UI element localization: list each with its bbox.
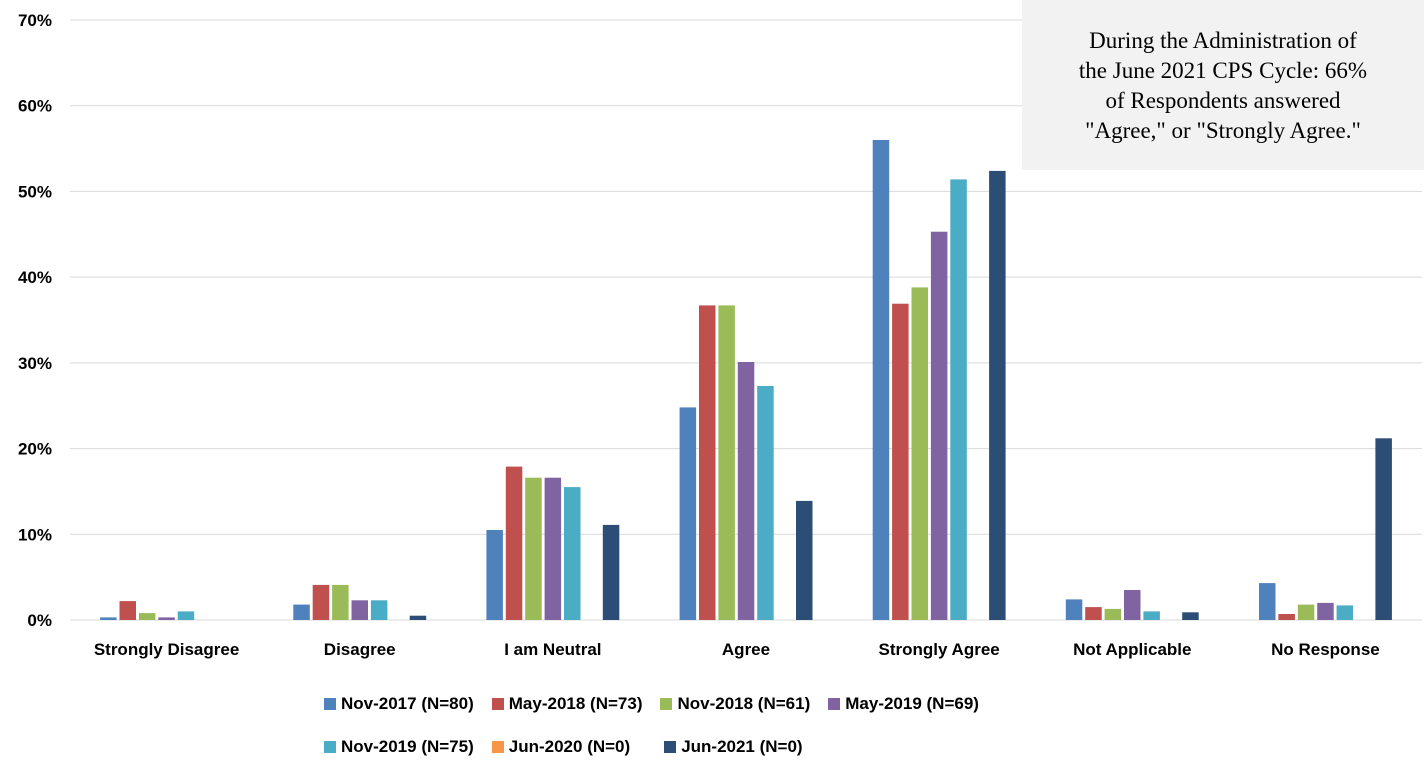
annotation-line: During the Administration of bbox=[1089, 28, 1357, 53]
bar bbox=[544, 477, 562, 620]
bar bbox=[100, 617, 117, 620]
bar bbox=[351, 600, 368, 620]
legend-item: May-2018 (N=73) bbox=[491, 694, 643, 714]
x-category-label: Not Applicable bbox=[1073, 640, 1191, 659]
bar bbox=[1143, 611, 1160, 620]
bar bbox=[679, 407, 697, 620]
legend-swatch bbox=[324, 698, 336, 710]
bar bbox=[332, 584, 349, 620]
y-tick-label: 70% bbox=[18, 11, 52, 30]
bar bbox=[950, 179, 967, 620]
bar bbox=[1104, 608, 1122, 620]
bar bbox=[138, 613, 156, 620]
annotation-box: During the Administration of the June 20… bbox=[1022, 0, 1424, 170]
bar bbox=[796, 500, 813, 620]
legend-item: Nov-2017 (N=80) bbox=[324, 694, 474, 714]
legend-item: Jun-2020 (N=0) bbox=[491, 737, 631, 757]
bar bbox=[409, 615, 427, 620]
legend-label: Jun-2021 (N=0) bbox=[681, 737, 803, 756]
legend-item: Nov-2019 (N=75) bbox=[324, 737, 474, 757]
legend-item: Jun-2021 (N=0) bbox=[664, 737, 803, 757]
bar bbox=[930, 231, 948, 620]
bars bbox=[100, 140, 1392, 620]
legend-item: Nov-2018 (N=61) bbox=[660, 694, 810, 714]
bar bbox=[293, 604, 310, 620]
bar bbox=[119, 601, 136, 620]
bar bbox=[602, 524, 620, 620]
legend-swatch bbox=[828, 698, 841, 710]
legend-swatch bbox=[324, 741, 336, 753]
bar bbox=[1317, 602, 1334, 620]
x-category-label: I am Neutral bbox=[504, 640, 601, 659]
x-axis-categories: Strongly Disagree Disagree I am Neutral Agr… bbox=[94, 640, 1380, 659]
bar bbox=[1124, 590, 1141, 620]
x-category-label: Disagree bbox=[324, 640, 396, 659]
bar bbox=[1336, 605, 1354, 620]
annotation-line: the June 2021 CPS Cycle: 66% bbox=[1078, 58, 1368, 83]
legend-label: Jun-2020 (N=0) bbox=[508, 737, 631, 756]
legend-item: May-2019 (N=69) bbox=[828, 694, 979, 714]
y-axis-ticks: 0% 10% 20% 30% 40% 50% 60% 70% bbox=[18, 11, 52, 630]
legend-label: Nov-2018 (N=61) bbox=[677, 694, 811, 713]
y-tick-label: 10% bbox=[18, 525, 52, 544]
bar bbox=[699, 305, 716, 620]
legend-swatch bbox=[664, 741, 677, 753]
bar bbox=[1259, 583, 1276, 620]
legend-swatch bbox=[660, 698, 673, 710]
bar bbox=[505, 466, 523, 620]
bar bbox=[312, 584, 330, 620]
bar bbox=[486, 530, 503, 620]
x-category-label: Strongly Agree bbox=[879, 640, 1000, 659]
bar bbox=[911, 287, 928, 620]
bar bbox=[718, 305, 735, 620]
bar bbox=[1182, 612, 1199, 620]
bar bbox=[370, 600, 388, 620]
legend-label: May-2019 (N=69) bbox=[845, 694, 979, 713]
y-tick-label: 60% bbox=[18, 97, 52, 116]
y-tick-label: 30% bbox=[18, 354, 52, 373]
x-category-label: No Response bbox=[1271, 640, 1380, 659]
bar bbox=[989, 170, 1006, 620]
annotation-line: "Agree," or "Strongly Agree." bbox=[1085, 118, 1361, 143]
bar bbox=[564, 487, 581, 620]
bar bbox=[1375, 438, 1392, 620]
legend-label: May-2018 (N=73) bbox=[508, 694, 643, 713]
bar bbox=[872, 140, 890, 620]
bar bbox=[1297, 604, 1315, 620]
legend-label: Nov-2017 (N=80) bbox=[341, 694, 474, 713]
bar bbox=[1085, 607, 1102, 620]
bar bbox=[525, 477, 542, 620]
legend-row-1: Nov-2017 (N=80) May-2018 (N=73) Nov-2018… bbox=[324, 693, 979, 715]
y-tick-label: 0% bbox=[27, 611, 52, 630]
bar bbox=[892, 303, 909, 620]
legend-swatch bbox=[491, 741, 504, 753]
x-category-label: Agree bbox=[722, 640, 770, 659]
legend-row-2: Nov-2019 (N=75) Jun-2020 (N=0) Jun-2021 … bbox=[324, 736, 803, 758]
y-tick-label: 20% bbox=[18, 440, 52, 459]
bar bbox=[1065, 599, 1083, 620]
annotation-line: of Respondents answered bbox=[1105, 88, 1341, 113]
bar bbox=[757, 386, 774, 620]
bar bbox=[158, 617, 175, 620]
y-tick-label: 40% bbox=[18, 268, 52, 287]
x-category-label: Strongly Disagree bbox=[94, 640, 240, 659]
bar bbox=[737, 362, 755, 620]
legend-label: Nov-2019 (N=75) bbox=[341, 737, 474, 756]
bar bbox=[177, 611, 195, 620]
bar bbox=[1278, 614, 1295, 620]
y-tick-label: 50% bbox=[18, 182, 52, 201]
legend-swatch bbox=[491, 698, 504, 710]
